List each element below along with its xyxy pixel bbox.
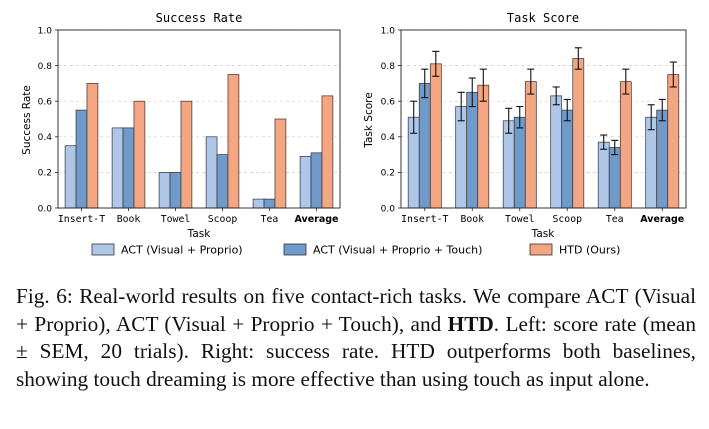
task-score-panel: Task Score 0.0 0.2 0.4 0.6 0.8 1.0 Insert-T Bo… <box>363 11 687 240</box>
caption-text: Fig. 6: Real-world results on five conta… <box>16 284 696 336</box>
y-tick-label: 0.2 <box>38 169 52 179</box>
y-tick-label: 0.4 <box>381 133 396 143</box>
bar <box>466 91 479 209</box>
bar <box>169 172 182 209</box>
y-axis-label: Task Score <box>363 92 375 148</box>
bar <box>502 120 515 209</box>
x-tick-label: Towel <box>505 214 535 225</box>
axes-frame <box>400 29 687 209</box>
legend-swatch-htd <box>529 243 553 256</box>
bar <box>550 95 563 209</box>
y-tick-label: 0.8 <box>38 62 53 72</box>
x-tick-label: Scoop <box>553 214 583 225</box>
figure-caption: Fig. 6: Real-world results on five conta… <box>16 283 696 393</box>
x-axis-label: Task <box>187 228 212 240</box>
x-tick-label: Towel <box>161 214 191 225</box>
bar <box>64 145 77 209</box>
x-tick-label: Average <box>295 214 339 225</box>
bar <box>158 172 171 209</box>
bar <box>75 109 88 209</box>
bar <box>455 106 468 209</box>
bar <box>619 81 632 209</box>
bar <box>263 198 276 209</box>
bar <box>299 156 312 209</box>
y-tick-label: 0.2 <box>381 169 395 179</box>
bar <box>561 109 574 209</box>
legend-swatch-act-visual <box>91 243 115 256</box>
bar <box>122 127 135 209</box>
bar <box>418 83 431 209</box>
y-tick-label: 0.6 <box>381 98 396 108</box>
bar <box>477 84 490 209</box>
legend-swatch-act-touch <box>283 243 307 256</box>
bar <box>227 74 240 209</box>
bar <box>321 95 334 209</box>
y-tick-label: 0.6 <box>38 98 53 108</box>
x-tick-label: Tea <box>606 214 624 225</box>
legend-label-htd: HTD (Ours) <box>559 244 620 257</box>
y-tick-label: 0.0 <box>381 204 396 214</box>
y-tick-label: 1.0 <box>38 26 53 36</box>
bar <box>111 127 124 209</box>
bar <box>429 63 442 209</box>
legend-label-act-touch: ACT (Visual + Proprio + Touch) <box>313 244 482 257</box>
x-tick-label: Insert-T <box>401 214 448 225</box>
bar <box>274 118 287 209</box>
x-axis-label: Task <box>531 228 556 240</box>
panel-title: Task Score <box>507 11 579 25</box>
bar <box>180 100 193 209</box>
y-tick-label: 0.4 <box>38 133 53 143</box>
panel-title: Success Rate <box>156 11 243 25</box>
axes-frame <box>57 29 341 209</box>
legend-label-act-visual: ACT (Visual + Proprio) <box>121 244 243 257</box>
bar <box>572 58 585 209</box>
success-rate-panel: Success Rate 0.0 0.2 0.4 0.6 0.8 1.0 Insert-T… <box>21 11 341 240</box>
x-tick-label: Scoop <box>208 214 238 225</box>
legend: ACT (Visual + Proprio) ACT (Visual + Pro… <box>91 243 620 257</box>
x-tick-label: Book <box>460 214 484 225</box>
bar <box>597 141 610 209</box>
caption-bold-htd: HTD <box>447 311 494 336</box>
bar <box>656 109 669 209</box>
y-axis-label: Success Rate <box>21 85 33 155</box>
bar <box>86 83 99 209</box>
x-tick-label: Insert-T <box>58 214 105 225</box>
y-tick-label: 0.8 <box>381 62 396 72</box>
y-tick-label: 1.0 <box>381 26 396 36</box>
x-tick-label: Average <box>640 214 684 225</box>
bar <box>645 116 658 209</box>
bar <box>252 198 265 209</box>
bar <box>513 116 526 209</box>
bar <box>524 81 537 209</box>
x-tick-label: Tea <box>261 214 279 225</box>
bar <box>216 154 229 209</box>
bar <box>205 136 218 209</box>
bar <box>133 100 146 209</box>
y-tick-label: 0.0 <box>38 204 53 214</box>
x-tick-label: Book <box>117 214 141 225</box>
bar <box>667 74 680 209</box>
bar <box>310 152 323 209</box>
caption-text-end: . Left: score rate (mean ± SEM, 20 trial… <box>16 311 696 391</box>
bar <box>608 147 621 209</box>
